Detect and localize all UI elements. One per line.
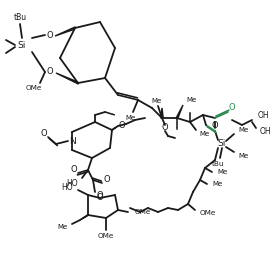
- Text: Me: Me: [199, 131, 209, 137]
- Text: N: N: [69, 136, 75, 145]
- Polygon shape: [56, 73, 78, 84]
- Text: O: O: [47, 68, 53, 77]
- Text: OMe: OMe: [200, 210, 216, 216]
- Text: O: O: [97, 191, 103, 200]
- Polygon shape: [176, 105, 183, 118]
- Text: Me: Me: [212, 181, 222, 187]
- Text: O: O: [119, 121, 125, 130]
- Text: O: O: [212, 121, 218, 130]
- Text: OMe: OMe: [26, 85, 42, 91]
- Text: Si: Si: [18, 41, 26, 50]
- Text: OMe: OMe: [135, 209, 151, 215]
- Text: Me: Me: [238, 153, 248, 159]
- Text: O: O: [97, 193, 103, 202]
- Text: tBu: tBu: [212, 161, 224, 167]
- Text: Me: Me: [186, 97, 196, 103]
- Text: Me: Me: [151, 98, 161, 104]
- Text: HO: HO: [61, 183, 73, 192]
- Text: O: O: [71, 166, 77, 174]
- Text: Me: Me: [58, 224, 68, 230]
- Polygon shape: [80, 214, 88, 220]
- Text: Me: Me: [238, 127, 248, 133]
- Text: O: O: [41, 129, 47, 138]
- Text: HO: HO: [66, 179, 78, 188]
- Text: O: O: [229, 104, 235, 113]
- Text: Si: Si: [218, 139, 226, 148]
- Text: tBu: tBu: [13, 14, 27, 23]
- Text: OH: OH: [260, 127, 272, 136]
- Text: OH: OH: [258, 111, 270, 120]
- Polygon shape: [161, 108, 163, 118]
- Text: Me: Me: [217, 169, 227, 175]
- Polygon shape: [111, 126, 118, 131]
- Text: Me: Me: [125, 115, 135, 121]
- Text: O: O: [104, 175, 110, 184]
- Text: O: O: [47, 30, 53, 39]
- Text: O: O: [162, 123, 168, 132]
- Text: OMe: OMe: [98, 233, 114, 239]
- Polygon shape: [55, 27, 76, 36]
